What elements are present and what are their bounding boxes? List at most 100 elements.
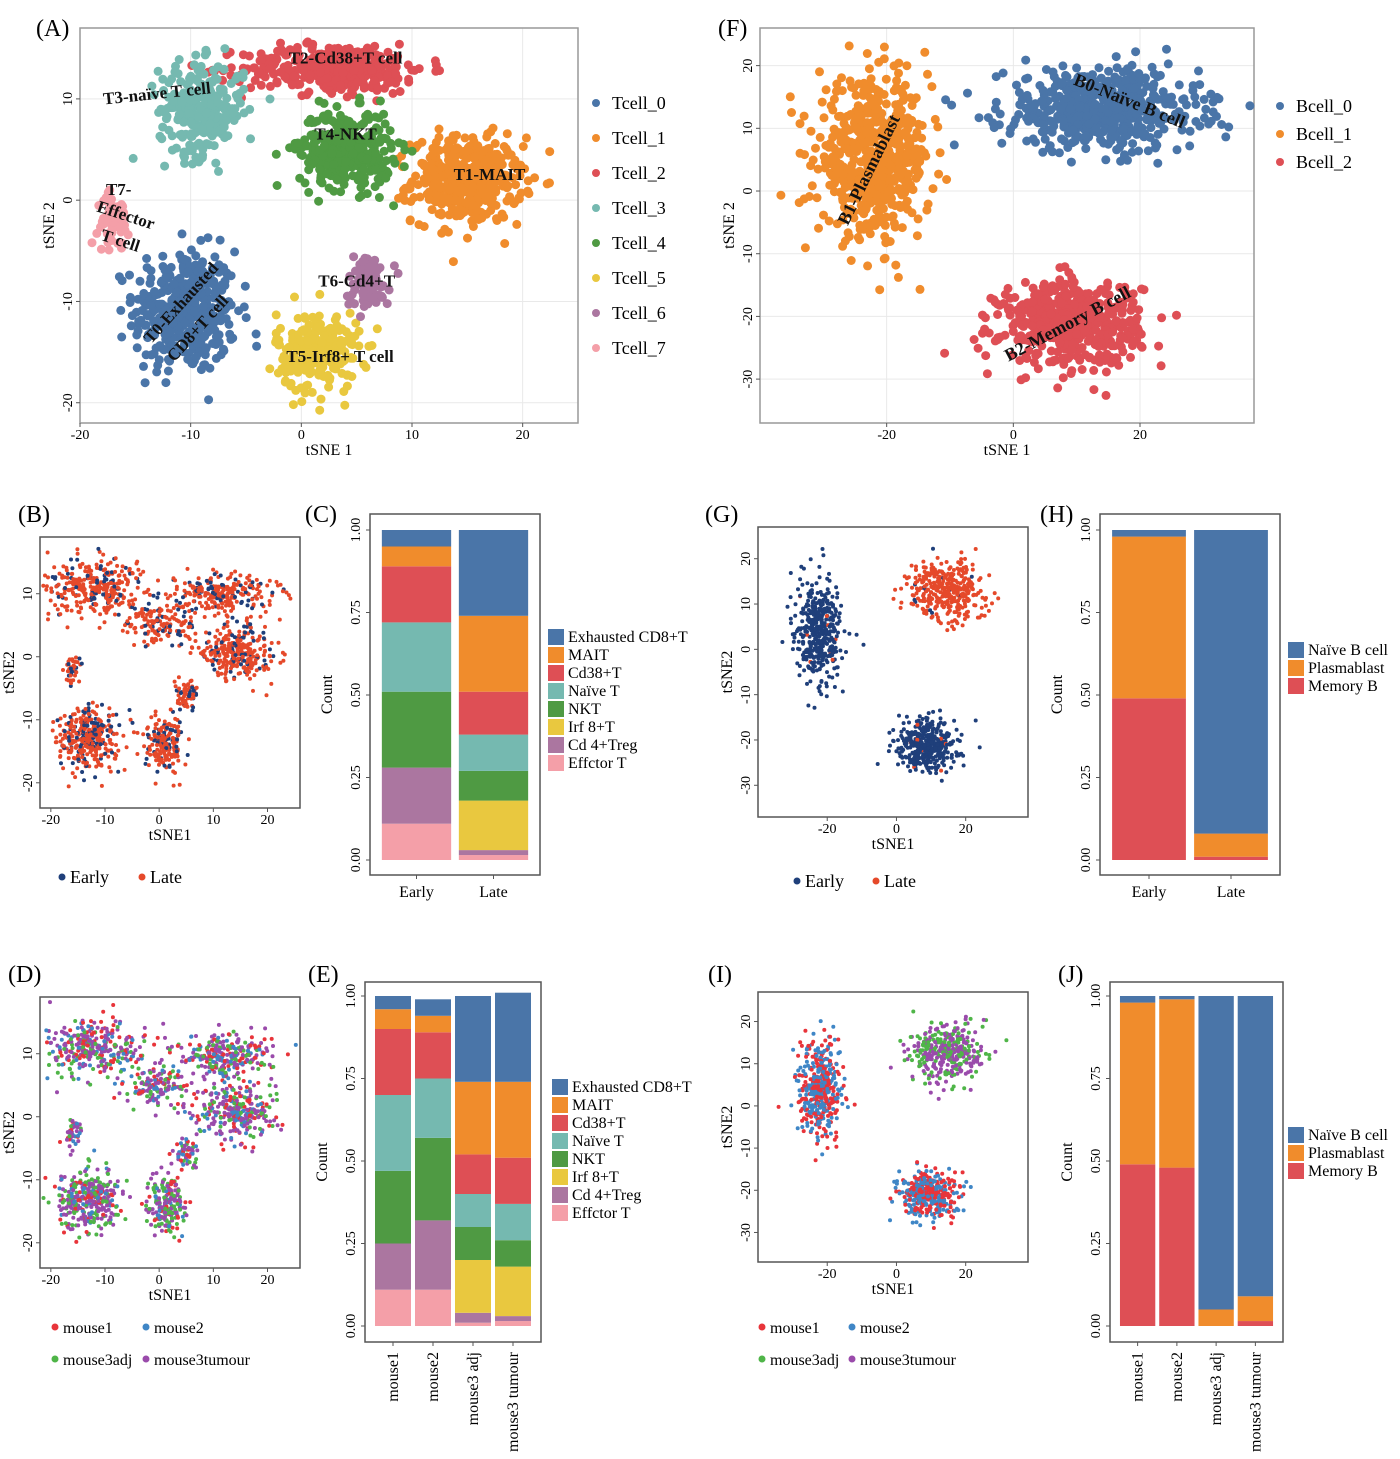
data-point [86, 598, 91, 603]
data-point [238, 591, 243, 596]
data-point [276, 640, 281, 645]
data-point [518, 142, 528, 151]
data-point [161, 378, 171, 388]
data-point [243, 630, 248, 635]
data-point [276, 323, 285, 333]
data-point [109, 581, 114, 585]
data-point [216, 316, 226, 326]
data-point [161, 272, 171, 282]
legend-marker [592, 204, 600, 212]
data-point [863, 101, 873, 111]
x-tick-label: -20 [71, 428, 90, 443]
data-point [127, 602, 132, 607]
data-point [215, 670, 220, 675]
data-point [900, 80, 910, 90]
data-point [160, 161, 170, 171]
data-point [386, 77, 396, 87]
data-point [445, 185, 455, 195]
data-point [514, 194, 524, 204]
data-point [218, 658, 222, 663]
data-point [130, 571, 135, 576]
data-point [67, 580, 72, 585]
data-point [271, 310, 281, 320]
x-tick-label: 0 [298, 428, 305, 443]
data-point [242, 658, 247, 663]
data-point [158, 251, 168, 261]
data-point [875, 285, 885, 295]
data-point [236, 580, 241, 584]
data-point [1022, 90, 1032, 100]
data-point [371, 165, 380, 175]
data-point [183, 267, 193, 277]
data-point [82, 598, 87, 603]
data-point [315, 164, 325, 174]
data-point [339, 387, 349, 396]
data-point [199, 588, 204, 593]
data-point [362, 154, 372, 164]
y-axis-label: tSNE 2 [721, 202, 738, 249]
data-point [1101, 390, 1111, 400]
data-point [1026, 100, 1036, 110]
data-point [1066, 369, 1076, 378]
data-point [199, 585, 204, 590]
data-point [1127, 60, 1137, 70]
data-point [354, 326, 364, 336]
data-point [993, 310, 1003, 319]
data-point [314, 196, 324, 206]
data-point [1084, 119, 1094, 129]
data-point [185, 590, 190, 595]
data-point [135, 585, 140, 590]
data-point [270, 590, 275, 595]
data-point [175, 130, 185, 140]
data-point [134, 576, 139, 581]
data-point [373, 83, 383, 93]
data-point [911, 93, 921, 103]
data-point [245, 643, 250, 648]
data-point [63, 586, 67, 590]
data-point [81, 590, 86, 595]
data-point [210, 252, 220, 262]
data-point [58, 732, 63, 737]
data-point [443, 142, 453, 152]
data-point [232, 677, 237, 682]
data-point [184, 146, 194, 156]
data-point [233, 595, 237, 599]
y-axis-label: tSNE 2 [41, 202, 58, 249]
data-point [57, 723, 62, 728]
data-point [356, 312, 365, 322]
data-point [234, 663, 239, 668]
data-point [71, 580, 76, 585]
data-point [1037, 96, 1047, 106]
data-point [191, 599, 196, 604]
data-point [219, 671, 224, 676]
data-point [296, 149, 306, 159]
data-point [223, 672, 228, 676]
data-point [212, 613, 217, 618]
x-tick-label: -20 [877, 428, 896, 443]
data-point [223, 676, 228, 681]
data-point [228, 669, 233, 674]
data-point [980, 313, 990, 323]
data-point [190, 585, 195, 590]
data-point [907, 101, 917, 110]
data-point [86, 701, 91, 706]
data-point [794, 198, 804, 208]
data-point [304, 187, 314, 197]
data-point [140, 378, 150, 388]
data-point [1016, 375, 1026, 385]
data-point [146, 601, 151, 606]
data-point [303, 336, 313, 346]
data-point [261, 653, 266, 658]
data-point [423, 173, 433, 183]
data-point [234, 599, 239, 604]
data-point [106, 593, 111, 597]
data-point [1172, 145, 1182, 155]
data-point [1061, 279, 1070, 289]
x-tick-label: 10 [405, 428, 419, 443]
data-point [879, 54, 889, 64]
data-point [1128, 324, 1138, 334]
data-point [1075, 103, 1085, 113]
data-point [804, 192, 814, 201]
data-point [862, 128, 872, 138]
